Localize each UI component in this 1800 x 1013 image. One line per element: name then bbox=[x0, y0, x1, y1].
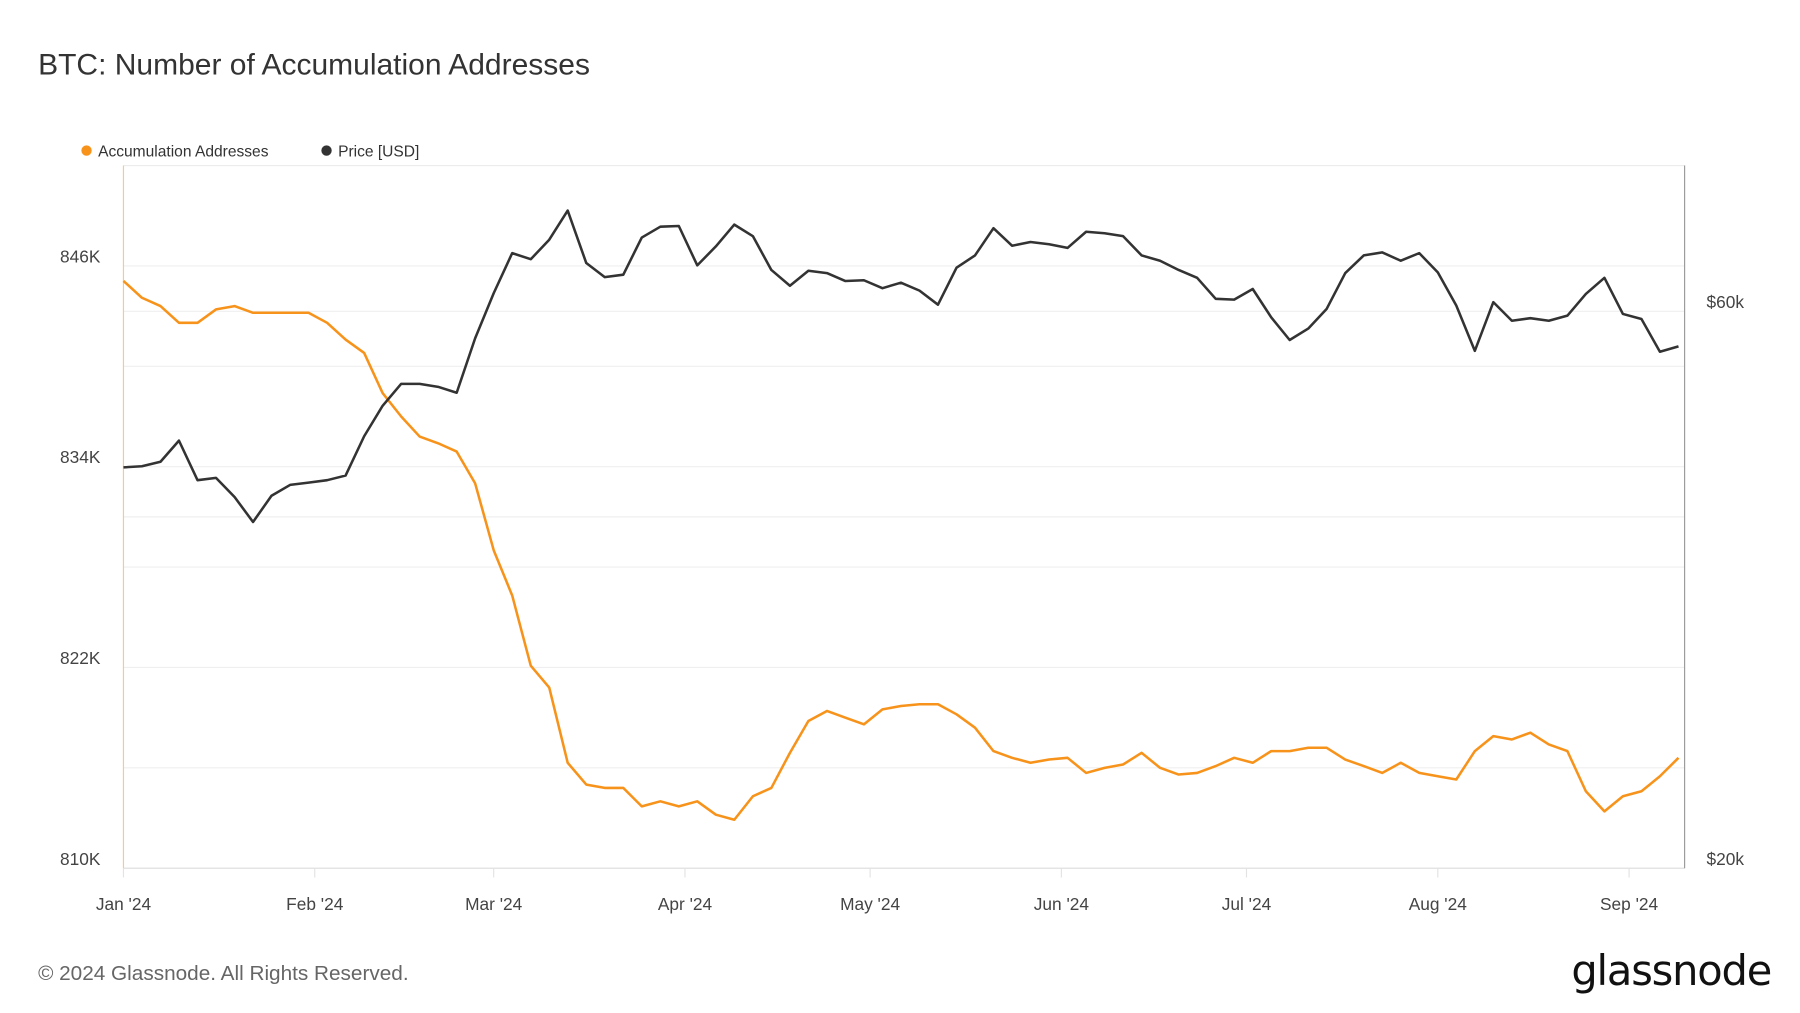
glassnode-logo: glassnode bbox=[1571, 946, 1771, 995]
x-axis-ticks: Jan '24 Feb '24 Mar '24 Apr '24 May '24 Jun '… bbox=[96, 868, 1659, 914]
legend-item-accumulation[interactable]: Accumulation Addresses bbox=[81, 143, 269, 160]
legend-label: Price [USD] bbox=[338, 143, 419, 160]
x-tick-label: Aug '24 bbox=[1409, 894, 1468, 914]
accumulation-addresses-line bbox=[122, 279, 1680, 822]
legend-marker bbox=[81, 145, 92, 156]
x-tick-label: Jan '24 bbox=[96, 894, 152, 914]
left-y-tick-label: 810K bbox=[60, 849, 101, 869]
right-y-tick-label: $60k bbox=[1707, 292, 1745, 312]
x-tick-label: Sep '24 bbox=[1600, 894, 1659, 914]
x-tick-label: Feb '24 bbox=[286, 894, 344, 914]
gridlines bbox=[123, 265, 1685, 769]
legend-marker bbox=[321, 145, 332, 156]
x-tick-label: Jun '24 bbox=[1034, 894, 1090, 914]
price-line bbox=[123, 209, 1679, 524]
left-y-tick-label: 846K bbox=[60, 246, 101, 266]
x-tick-label: Mar '24 bbox=[465, 894, 523, 914]
x-tick-label: Jul '24 bbox=[1222, 894, 1272, 914]
left-y-tick-label: 822K bbox=[60, 648, 101, 668]
chart-title: BTC: Number of Accumulation Addresses bbox=[38, 48, 590, 81]
x-tick-label: May '24 bbox=[840, 894, 900, 914]
x-tick-label: Apr '24 bbox=[658, 894, 713, 914]
copyright-text: © 2024 Glassnode. All Rights Reserved. bbox=[38, 962, 409, 985]
right-axis-ticks: $20k $60k bbox=[1707, 292, 1745, 869]
left-y-tick-label: 834K bbox=[60, 447, 101, 467]
right-y-tick-label: $20k bbox=[1707, 849, 1745, 869]
legend-label: Accumulation Addresses bbox=[98, 143, 269, 160]
legend-item-price[interactable]: Price [USD] bbox=[321, 143, 419, 160]
left-axis-ticks: 810K 822K 834K 846K bbox=[60, 246, 101, 868]
series-lines bbox=[122, 209, 1680, 822]
legend: Accumulation Addresses Price [USD] bbox=[81, 143, 419, 160]
